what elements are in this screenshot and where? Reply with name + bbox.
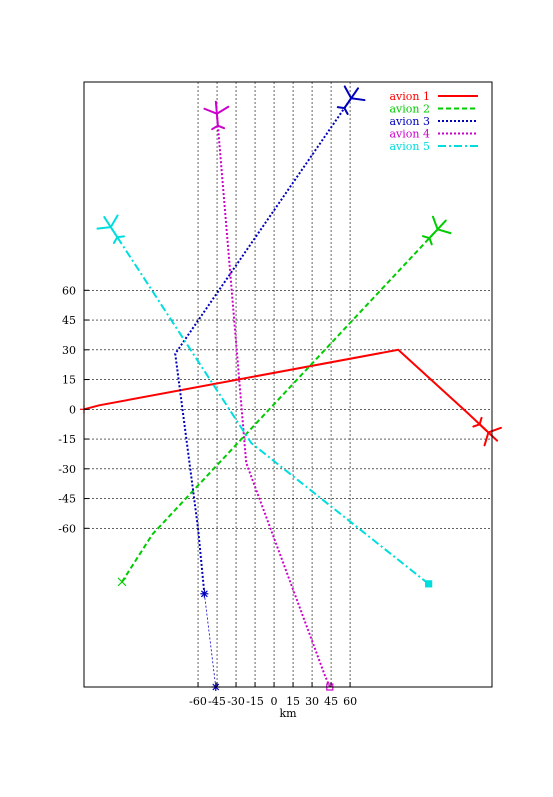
y-tick-label: -15 (58, 433, 76, 446)
y-tick-label: 30 (62, 344, 76, 357)
grid-layer (84, 82, 492, 687)
series-2-line (121, 230, 437, 583)
legend-label-2: avion 2 (390, 103, 431, 116)
y-tick-label: -60 (58, 522, 76, 535)
y-tick-label: 0 (69, 403, 76, 416)
series-5-aircraft-icon (96, 214, 125, 244)
x-tick-label: 30 (305, 695, 319, 708)
series-5-line (111, 228, 430, 585)
legend-label-4: avion 4 (390, 128, 431, 141)
y-tick-label: -45 (58, 493, 76, 506)
y-tick-label: -30 (58, 463, 76, 476)
x-tick-label: 45 (324, 695, 338, 708)
legend-label-5: avion 5 (390, 140, 431, 153)
legend-label-1: avion 1 (390, 90, 431, 103)
legend-label-3: avion 3 (390, 115, 431, 128)
series-4-aircraft-icon (203, 100, 230, 131)
x-tick-label: 15 (286, 695, 300, 708)
x-tick-label: -60 (189, 695, 207, 708)
series-3-marker-star (200, 589, 209, 598)
x-tick-label: 0 (271, 695, 278, 708)
x-tick-label: -45 (208, 695, 226, 708)
x-tick-label: -15 (246, 695, 264, 708)
series-5-marker-filled-square (425, 580, 433, 588)
x-axis-label: km (280, 707, 298, 720)
y-tick-label: 60 (62, 284, 76, 297)
series-layer (80, 85, 502, 691)
series-1-line (83, 348, 488, 432)
series-3-tail-line (203, 593, 217, 688)
plot-frame (83, 81, 493, 688)
series-1-aircraft-icon (472, 416, 502, 447)
x-tick-label: 60 (343, 695, 357, 708)
series-3-aircraft-icon (336, 85, 366, 115)
tick-layer: -60 -45 -30 -15 0 15 30 45 60604530150-15-30-45-… (58, 284, 357, 708)
y-tick-label: 15 (62, 374, 76, 387)
x-tick-label: -30 (227, 695, 245, 708)
series-4-line (216, 115, 331, 688)
y-tick-label: 45 (62, 314, 76, 327)
series-2-aircraft-icon (421, 215, 452, 246)
series-3-line (174, 99, 351, 594)
series-2-marker-cross (117, 577, 127, 587)
